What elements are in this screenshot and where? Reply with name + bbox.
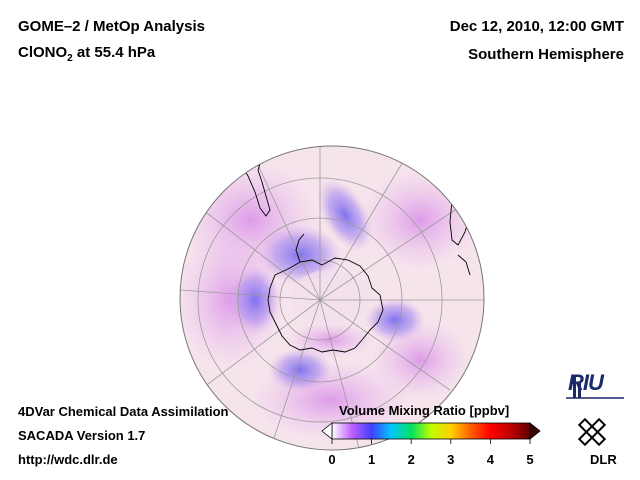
colorbar-gradient	[331, 422, 531, 440]
hemisphere-label: Southern Hemisphere	[468, 46, 624, 63]
species-name: ClONO	[18, 44, 68, 61]
species-subscript: 2	[67, 53, 73, 64]
colorbar-tick-label: 4	[486, 452, 495, 467]
colorbar-tick-label: 3	[447, 452, 455, 467]
footer-version: SACADA Version 1.7	[18, 428, 146, 443]
footer-assimilation: 4DVar Chemical Data Assimilation	[18, 404, 229, 419]
colorbar-tick-label: 2	[407, 452, 415, 467]
riu-logo-mark	[566, 376, 624, 399]
colorbar-title: Volume Mixing Ratio [ppbv]	[339, 403, 510, 418]
date-label: Dec 12, 2010, 12:00 GMT	[449, 18, 624, 35]
colorbar-tick-label: 0	[328, 452, 336, 467]
species-label: ClONO2 at 55.4 hPa	[18, 44, 155, 64]
pressure-level: at 55.4 hPa	[72, 44, 156, 61]
footer-url[interactable]: http://wdc.dlr.de	[18, 452, 118, 467]
dlr-logo-mark	[577, 417, 607, 447]
colorbar-max-arrow	[529, 422, 541, 440]
colorbar-tick-label: 1	[367, 452, 376, 467]
dlr-logo-text: DLR	[590, 452, 617, 467]
globe-outline	[179, 145, 485, 451]
colorbar	[321, 422, 541, 444]
plot-title: GOME–2 / MetOp Analysis	[18, 18, 205, 35]
colorbar-tick-label: 5	[526, 452, 534, 467]
colorbar-min-arrow	[321, 422, 333, 440]
riu-logo-text: RIU	[568, 370, 604, 395]
